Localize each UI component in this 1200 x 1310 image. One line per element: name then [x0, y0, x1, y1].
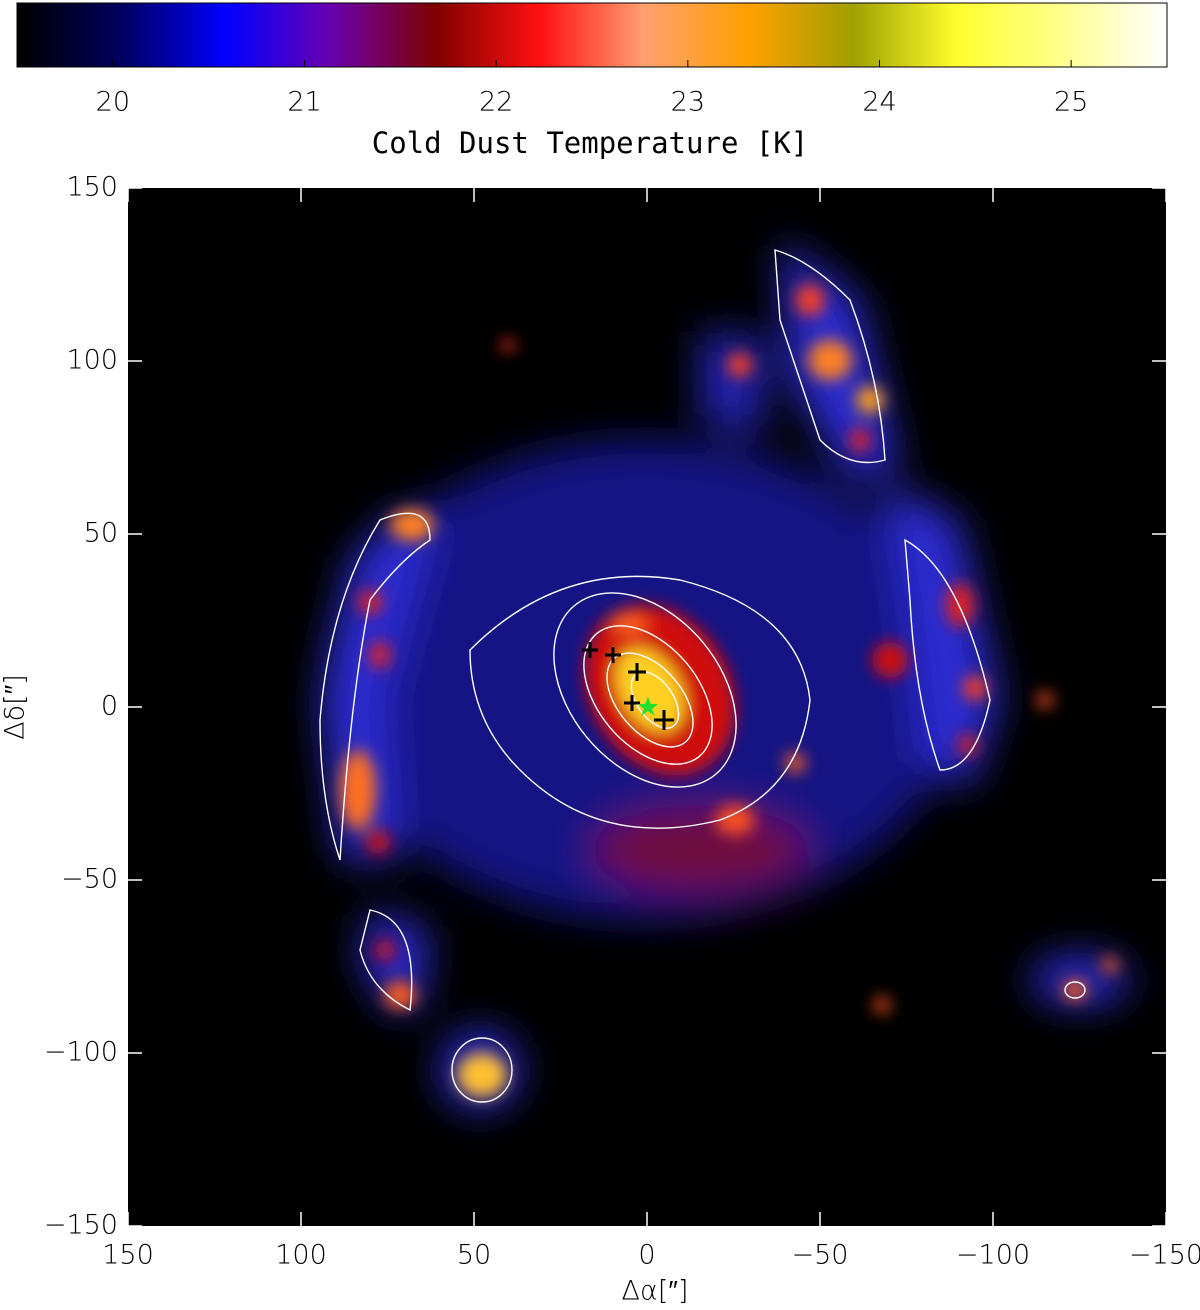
y-tick-label: −150 [44, 1210, 118, 1241]
y-tick-label: 50 [84, 518, 118, 549]
y-tick-label: −50 [61, 864, 118, 895]
nucleus-marker [638, 697, 658, 716]
x-tick-label: 0 [638, 1240, 655, 1271]
x-tick-label: −50 [792, 1240, 849, 1271]
contours [319, 249, 1086, 1103]
x-tick-label: 100 [275, 1240, 327, 1271]
x-tick-label: 50 [457, 1240, 491, 1271]
colorbar-tick-label: 24 [862, 87, 896, 118]
colorbar-label: Cold Dust Temperature [K] [372, 126, 809, 160]
colorbar-tick-label: 20 [96, 87, 130, 118]
colorbar-tick-label: 21 [287, 87, 321, 118]
hot-regions [340, 284, 1118, 1097]
colorbar-tick-label: 22 [479, 87, 513, 118]
y-tick-label: 0 [101, 691, 118, 722]
x-axis-label: Δα[″] [622, 1276, 689, 1307]
x-tick-label: 150 [102, 1240, 154, 1271]
y-tick-label: 100 [66, 345, 118, 376]
y-axis-label: Δδ[″] [0, 674, 31, 740]
colorbar-tick-label: 23 [671, 87, 705, 118]
source-markers [582, 642, 674, 730]
x-tick-label: −150 [1129, 1240, 1200, 1271]
y-tick-label: 150 [66, 172, 118, 203]
colorbar [16, 2, 1168, 68]
image [128, 188, 1166, 1226]
y-tick-label: −100 [44, 1037, 118, 1068]
x-tick-label: −100 [956, 1240, 1030, 1271]
colorbar-tick-label: 25 [1054, 87, 1088, 118]
